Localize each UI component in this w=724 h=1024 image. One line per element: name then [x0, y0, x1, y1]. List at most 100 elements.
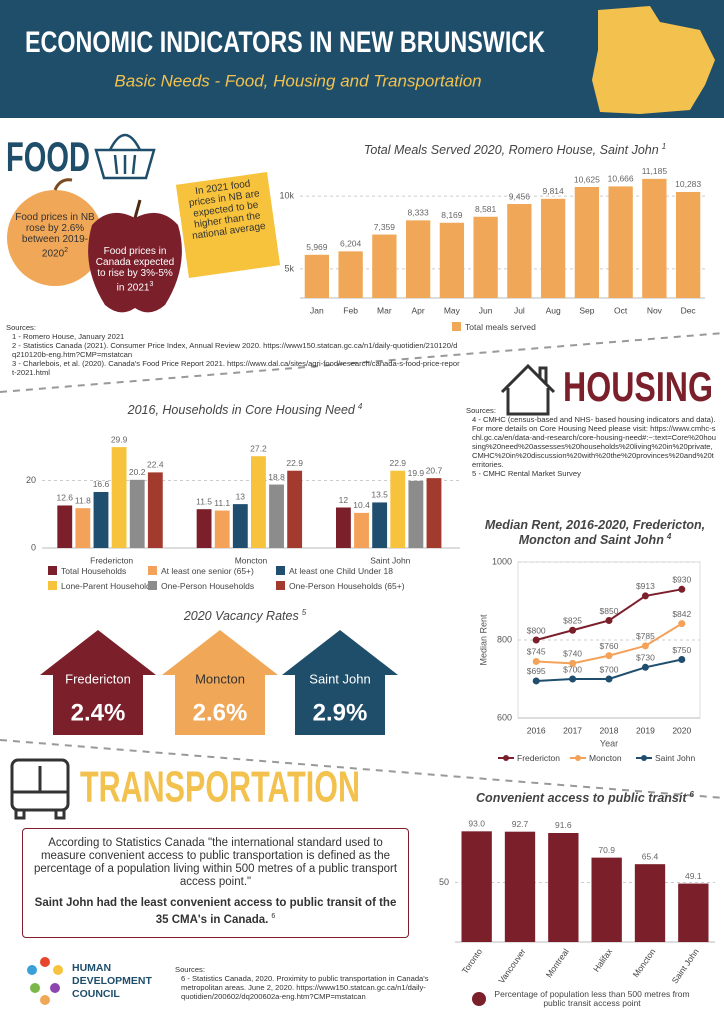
divider: [0, 739, 724, 799]
bar: [408, 480, 424, 548]
value-label: $800: [527, 625, 546, 635]
food-fact: Food prices in NB rose by 2.6% between 2…: [15, 212, 95, 260]
value-label: 10,666: [608, 174, 634, 184]
source: 3 - Charlebois, et al. (2020). Canada's …: [12, 359, 460, 377]
point: [641, 642, 649, 650]
chart-title: Total Meals Served 2020, Romero House, S…: [363, 142, 667, 158]
x-tick-label: Saint John: [370, 555, 410, 565]
bar: [111, 447, 127, 548]
x-tick-label: Moncton: [631, 946, 658, 979]
bar: [232, 504, 248, 548]
x-tick-label: 2018: [600, 725, 619, 735]
sources-label: Sources:: [175, 965, 205, 974]
y-tick-label: 10k: [279, 190, 294, 200]
bar: [196, 509, 212, 548]
vacancy-houses: Fredericton 2.4% Moncton 2.6% Saint John…: [40, 630, 398, 735]
vacancy-rate: 2.6%: [193, 699, 248, 726]
legend-swatch: [48, 581, 57, 590]
apple-shape: [88, 212, 182, 313]
x-tick-label: Saint John: [670, 946, 701, 985]
bar: [473, 216, 498, 298]
value-label: 22.9: [389, 458, 406, 468]
value-label: 7,359: [374, 222, 396, 232]
value-label: 10,283: [675, 179, 701, 189]
value-label: $760: [600, 641, 619, 651]
bar: [338, 251, 363, 298]
x-tick-label: Moncton: [235, 555, 268, 565]
orange-shape: [7, 190, 103, 286]
bar: [372, 502, 388, 548]
point: [641, 592, 649, 600]
value-label: 20.2: [129, 467, 146, 477]
value-label: 65.4: [642, 851, 659, 861]
x-tick-label: 2019: [636, 725, 655, 735]
legend-label: At least one Child Under 18: [289, 566, 393, 576]
value-label: 70.9: [598, 845, 615, 855]
legend-swatch: [472, 992, 486, 1006]
legend-swatch: [276, 566, 285, 575]
legend-swatch: [575, 755, 581, 761]
point: [605, 617, 613, 624]
food-fact: In 2021 food prices in NB are expected t…: [175, 172, 281, 278]
legend-swatch: [276, 581, 285, 590]
header-title: ECONOMIC INDICATORS IN NEW BRUNSWICK: [25, 26, 545, 59]
y-tick-label: 50: [439, 877, 449, 887]
bar: [57, 505, 73, 548]
point: [605, 652, 613, 660]
value-label: $825: [563, 616, 582, 626]
bar: [591, 857, 622, 942]
header-subtitle: Basic Needs - Food, Housing and Transpor…: [114, 71, 481, 90]
food-sources: Sources: 1 - Romero House, January 2021 …: [6, 323, 461, 377]
legend-swatch: [452, 322, 461, 331]
point: [532, 677, 540, 685]
value-label: $700: [600, 664, 619, 674]
value-label: 12: [339, 495, 349, 505]
value-label: $850: [600, 606, 619, 616]
value-label: 19.9: [408, 468, 425, 478]
legend-swatch: [148, 581, 157, 590]
bar: [129, 479, 145, 548]
value-label: 11.5: [196, 496, 212, 506]
x-tick-label: Nov: [647, 305, 663, 315]
x-tick-label: 2017: [563, 725, 582, 735]
y-tick-label: 0: [31, 542, 36, 552]
value-label: $700: [563, 664, 582, 674]
bar: [678, 883, 709, 942]
x-tick-label: 2020: [672, 725, 691, 735]
source: 2 - Statistics Canada (2021). Consumer P…: [12, 341, 458, 359]
value-label: 12.6: [56, 493, 73, 503]
point: [678, 620, 686, 628]
x-tick-label: 2016: [527, 725, 546, 735]
quote-box: According to Statistics Canada "the inte…: [22, 828, 409, 938]
x-tick-label: Feb: [343, 305, 358, 315]
bar: [372, 234, 397, 298]
bar: [507, 204, 532, 298]
value-label: $750: [672, 645, 691, 655]
x-tick-label: May: [444, 305, 461, 315]
food-heading: FOOD: [6, 133, 90, 180]
bar: [354, 512, 369, 548]
value-label: 20.7: [426, 465, 443, 475]
value-label: 11.8: [75, 495, 91, 505]
legend-label: Lone-Parent Households: [61, 581, 156, 591]
x-tick-label: Vancouver: [496, 947, 527, 986]
y-tick-label: 600: [497, 712, 512, 722]
point: [605, 675, 613, 683]
y-tick-label: 20: [26, 475, 36, 485]
legend-swatch: [503, 755, 509, 761]
value-label: 22.9: [286, 458, 303, 468]
bar: [287, 470, 303, 548]
bar: [675, 191, 701, 298]
vacancy-city: Fredericton: [65, 671, 131, 686]
value-label: 8,333: [407, 208, 429, 218]
value-label: 10.4: [353, 500, 370, 510]
value-label: $745: [527, 647, 546, 657]
bar: [608, 186, 633, 298]
legend-label: One-Person Households (65+): [289, 581, 405, 591]
bar: [304, 254, 330, 298]
value-label: 91.6: [555, 820, 572, 830]
x-tick-label: Oct: [614, 305, 628, 315]
house-icon: [500, 363, 556, 416]
